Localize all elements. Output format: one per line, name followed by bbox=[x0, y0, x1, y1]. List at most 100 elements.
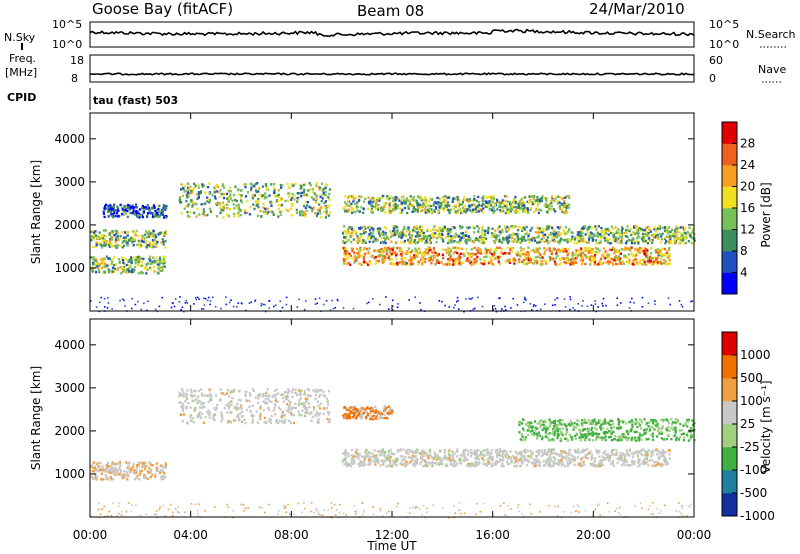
heatmap-cell bbox=[532, 305, 535, 308]
heatmap-cell bbox=[251, 195, 255, 199]
heatmap-cell bbox=[244, 195, 248, 198]
heatmap-cell bbox=[478, 240, 481, 243]
heatmap-cell bbox=[130, 256, 133, 259]
heatmap-cell bbox=[605, 304, 607, 307]
heatmap-cell bbox=[383, 459, 386, 463]
heatmap-cell bbox=[466, 208, 469, 211]
heatmap-cell bbox=[605, 256, 608, 260]
heatmap-cell bbox=[481, 199, 484, 203]
heatmap-cell bbox=[537, 251, 541, 254]
heatmap-cell bbox=[540, 263, 543, 266]
heatmap-cell bbox=[174, 298, 177, 300]
heatmap-cell bbox=[151, 215, 154, 218]
heatmap-cell bbox=[145, 263, 148, 266]
heatmap-cell bbox=[481, 458, 485, 461]
heatmap-cell bbox=[474, 456, 477, 460]
heatmap-cell bbox=[108, 240, 111, 243]
heatmap-cell bbox=[460, 252, 463, 255]
heatmap-cell bbox=[426, 211, 429, 214]
heatmap-cell bbox=[582, 250, 585, 253]
heatmap-cell bbox=[510, 307, 512, 309]
heatmap-cell bbox=[388, 247, 391, 250]
heatmap-cell bbox=[403, 225, 406, 229]
heatmap-cell bbox=[485, 255, 488, 258]
heatmap-cell bbox=[321, 194, 324, 197]
heatmap-cell bbox=[647, 234, 651, 237]
heatmap-cell bbox=[644, 248, 648, 251]
heatmap-cell bbox=[626, 248, 629, 251]
heatmap-cell bbox=[558, 263, 561, 266]
heatmap-cell bbox=[636, 262, 639, 266]
heatmap-cell bbox=[148, 467, 151, 470]
heatmap-cell bbox=[402, 458, 405, 461]
heatmap-cell bbox=[625, 459, 628, 462]
heatmap-cell bbox=[408, 461, 411, 464]
heatmap-cell bbox=[614, 237, 617, 241]
heatmap-cell bbox=[548, 450, 551, 453]
heatmap-cell bbox=[305, 411, 309, 414]
heatmap-cell bbox=[663, 450, 666, 454]
heatmap-cell bbox=[280, 203, 283, 207]
heatmap-cell bbox=[515, 236, 518, 239]
heatmap-cell bbox=[579, 252, 582, 255]
heatmap-cell bbox=[448, 204, 451, 207]
heatmap-cell bbox=[162, 204, 165, 207]
heatmap-cell bbox=[454, 262, 457, 265]
heatmap-cell bbox=[467, 260, 470, 263]
heatmap-cell bbox=[98, 237, 101, 241]
heatmap-cell bbox=[296, 200, 299, 203]
heatmap-cell bbox=[97, 465, 100, 468]
heatmap-cell bbox=[152, 206, 155, 209]
heatmap-cell bbox=[443, 448, 446, 452]
heatmap-cell bbox=[305, 209, 308, 213]
heatmap-cell bbox=[152, 204, 156, 207]
heatmap-cell bbox=[139, 214, 143, 217]
heatmap-cell bbox=[668, 246, 671, 250]
y-tick-label: 4000 bbox=[54, 132, 85, 146]
heatmap-cell bbox=[494, 257, 497, 260]
heatmap-cell bbox=[257, 201, 260, 204]
heatmap-cell bbox=[259, 394, 262, 397]
heatmap-cell bbox=[506, 246, 510, 249]
heatmap-cell bbox=[668, 259, 671, 262]
heatmap-cell bbox=[636, 230, 640, 234]
heatmap-cell bbox=[354, 231, 357, 234]
heatmap-cell bbox=[413, 250, 416, 254]
heatmap-cell bbox=[400, 241, 403, 244]
heatmap-cell bbox=[652, 235, 655, 239]
heatmap-cell bbox=[135, 209, 138, 213]
heatmap-cell bbox=[207, 412, 210, 415]
heatmap-cell bbox=[381, 258, 384, 261]
heatmap-cell bbox=[443, 451, 446, 454]
heatmap-cell bbox=[383, 248, 386, 252]
heatmap-cell bbox=[367, 252, 370, 256]
heatmap-cell bbox=[566, 464, 570, 467]
heatmap-cell bbox=[323, 394, 326, 397]
heatmap-cell bbox=[110, 269, 113, 273]
heatmap-cell bbox=[409, 250, 413, 254]
heatmap-cell bbox=[427, 253, 430, 256]
heatmap-cell bbox=[341, 231, 345, 234]
heatmap-cell bbox=[113, 244, 116, 248]
heatmap-cell bbox=[507, 259, 510, 262]
heatmap-cell bbox=[682, 227, 685, 230]
heatmap-cell bbox=[499, 448, 502, 451]
heatmap-cell bbox=[647, 226, 650, 230]
heatmap-cell bbox=[350, 228, 354, 231]
heatmap-cell bbox=[183, 310, 185, 313]
heatmap-cell bbox=[664, 451, 667, 454]
heatmap-cell bbox=[343, 205, 346, 208]
heatmap-cell bbox=[135, 464, 139, 467]
heatmap-cell bbox=[450, 239, 453, 242]
heatmap-cell bbox=[90, 230, 93, 233]
heatmap-cell bbox=[457, 257, 460, 260]
heatmap-cell bbox=[364, 227, 367, 230]
heatmap-cell bbox=[197, 389, 201, 393]
heatmap-cell bbox=[232, 305, 235, 308]
heatmap-cell bbox=[107, 302, 110, 304]
heatmap-cell bbox=[538, 247, 541, 250]
heatmap-cell bbox=[259, 412, 262, 415]
heatmap-cell bbox=[392, 299, 394, 302]
heatmap-cell bbox=[661, 232, 664, 235]
heatmap-cell bbox=[191, 205, 194, 208]
